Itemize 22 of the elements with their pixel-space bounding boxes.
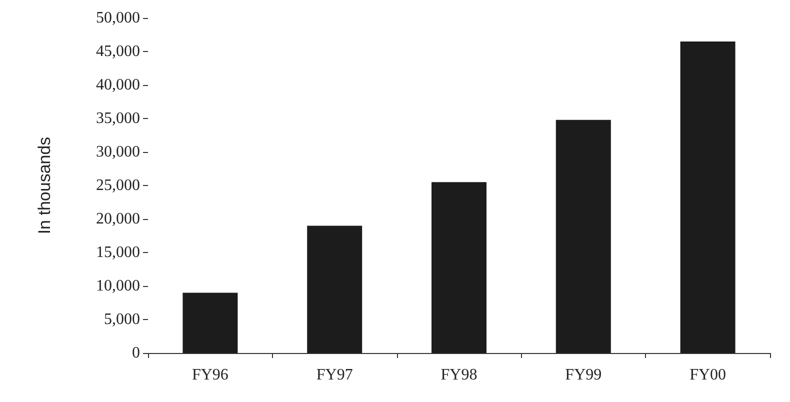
bar	[307, 226, 362, 353]
bar	[182, 292, 238, 353]
y-tick-label: 10,000	[96, 278, 140, 294]
y-tick-label: 45,000	[96, 43, 140, 60]
y-tick-label: 40,000	[96, 76, 140, 94]
x-tick-label: FY99	[565, 366, 602, 384]
y-tick-label: 5,000	[104, 311, 140, 328]
y-tick-label: 15,000	[96, 244, 140, 261]
y-tick-label: 0	[132, 344, 140, 362]
bar	[680, 41, 736, 353]
x-tick-label: FY97	[316, 366, 353, 384]
bar	[556, 120, 611, 353]
y-axis-title: In thousands	[35, 136, 54, 234]
y-tick-label: 35,000	[96, 110, 140, 127]
y-tick-label: 50,000	[96, 10, 140, 26]
x-tick-label: FY00	[690, 366, 726, 384]
y-tick-label: 20,000	[96, 210, 140, 228]
x-tick-label: FY96	[192, 366, 228, 384]
y-tick-label: 30,000	[96, 144, 140, 160]
y-tick-label: 25,000	[96, 177, 140, 194]
x-tick-label: FY98	[440, 366, 478, 384]
bar	[432, 182, 486, 353]
